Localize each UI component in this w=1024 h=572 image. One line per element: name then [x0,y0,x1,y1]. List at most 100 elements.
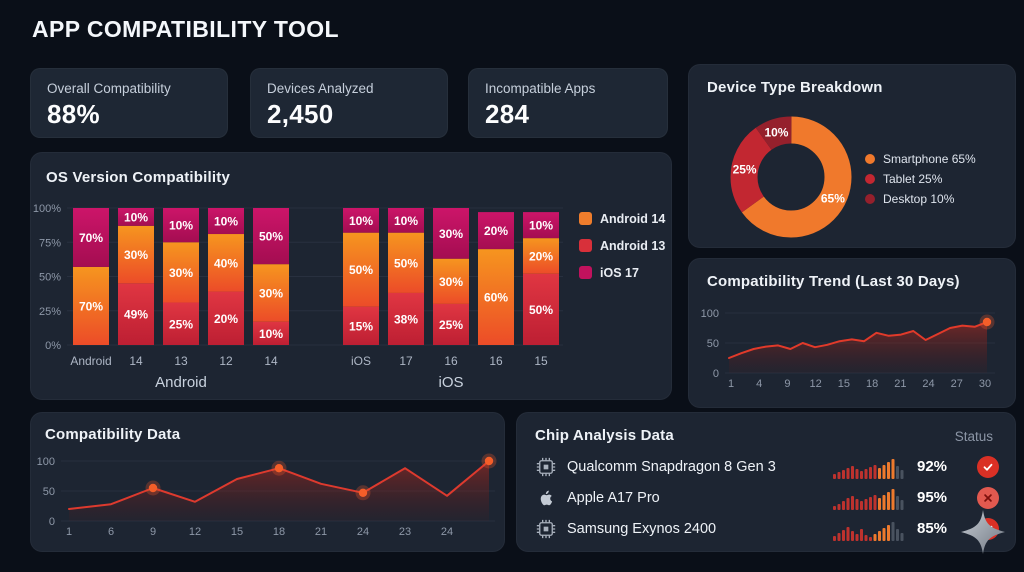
svg-text:100: 100 [701,308,719,320]
stat-value: 88% [47,99,100,129]
stat-label: Incompatible Apps [485,81,596,96]
os-chart-legend: Android 14 Android 13 iOS 17 [579,205,665,286]
svg-text:15: 15 [231,526,243,538]
chip-row-exynos[interactable]: Samsung Exynos 2400 85% [535,513,999,544]
legend-item-android-13[interactable]: Android 13 [579,232,665,259]
chip-sparkline [833,458,904,479]
legend-item-tablet[interactable]: Tablet 25% [865,169,976,189]
compatibility-trend-area-chart: 0 50 100 1 4 9 12 15 18 21 24 27 30 [689,259,1015,407]
status-check-icon[interactable] [977,517,999,540]
legend-swatch-android-14 [579,212,592,225]
stat-card-overall-compatibility: Overall Compatibility 88% [30,68,228,138]
status-check-icon[interactable] [977,455,999,478]
svg-text:0%: 0% [45,340,61,352]
device-type-breakdown-panel: Device Type Breakdown 65% 25% 10% Smartpho… [688,64,1016,248]
chip-sparkline [833,488,904,510]
chip-icon [535,456,557,478]
svg-text:iOS: iOS [351,354,371,368]
svg-text:50%: 50% [39,272,61,284]
compatibility-data-line-chart: 0 50 100 1 6 9 12 15 18 21 24 23 24 [31,413,504,551]
svg-text:30%: 30% [439,227,463,241]
svg-text:75%: 75% [39,237,61,249]
svg-text:24: 24 [922,378,934,390]
svg-text:50%: 50% [529,303,553,317]
stat-card-devices-analyzed: Devices Analyzed 2,450 [250,68,448,138]
svg-text:21: 21 [894,378,906,390]
legend-swatch-ios-17 [579,266,592,279]
legend-item-desktop[interactable]: Desktop 10% [865,189,976,209]
svg-text:21: 21 [315,526,327,538]
svg-text:65%: 65% [821,191,845,205]
legend-label: iOS 17 [600,265,639,280]
svg-text:10%: 10% [124,210,148,224]
svg-text:17: 17 [399,354,413,368]
svg-text:20%: 20% [529,249,553,263]
svg-text:20%: 20% [484,224,508,238]
svg-text:60%: 60% [484,291,508,305]
chip-row-snapdragon[interactable]: Qualcomm Snapdragon 8 Gen 3 92% [535,451,999,482]
svg-text:12: 12 [219,354,233,368]
legend-item-ios-17[interactable]: iOS 17 [579,259,665,286]
svg-text:27: 27 [951,378,963,390]
svg-text:12: 12 [189,526,201,538]
svg-text:0: 0 [713,368,719,380]
svg-text:16: 16 [489,354,503,368]
legend-label: Android 13 [600,238,666,253]
status-cross-icon[interactable] [977,486,999,509]
svg-text:50: 50 [707,338,719,350]
svg-text:10%: 10% [259,327,283,341]
chip-percentage: 92% [917,458,948,475]
svg-text:15%: 15% [349,319,373,333]
svg-text:38%: 38% [394,312,418,326]
chip-name: Apple A17 Pro [567,489,660,506]
legend-label: Tablet 25% [883,172,943,186]
chip-name: Samsung Exynos 2400 [567,520,717,537]
svg-text:0: 0 [49,516,55,528]
svg-text:100: 100 [37,456,55,468]
stat-value: 2,450 [267,99,334,129]
svg-text:25%: 25% [733,163,757,177]
svg-text:18: 18 [866,378,878,390]
svg-text:13: 13 [174,354,188,368]
compatibility-trend-panel: Compatibility Trend (Last 30 Days) 0 50 10… [688,258,1016,408]
svg-text:10%: 10% [394,214,418,228]
legend-dot-desktop [865,194,875,204]
legend-item-android-14[interactable]: Android 14 [579,205,665,232]
svg-text:50%: 50% [394,256,418,270]
svg-text:20%: 20% [214,312,238,326]
donut-legend: Smartphone 65% Tablet 25% Desktop 10% [865,149,976,209]
svg-text:10%: 10% [764,125,788,139]
svg-text:4: 4 [756,378,762,390]
svg-text:iOS: iOS [438,374,463,391]
svg-text:10%: 10% [169,219,193,233]
svg-text:14: 14 [264,354,278,368]
svg-text:9: 9 [150,526,156,538]
legend-label: Smartphone 65% [883,152,976,166]
svg-text:25%: 25% [439,318,463,332]
svg-text:49%: 49% [124,308,148,322]
stat-label: Overall Compatibility [47,81,171,96]
svg-text:Android: Android [155,374,207,391]
svg-text:25%: 25% [39,306,61,318]
chip-percentage: 85% [917,520,948,537]
legend-item-smartphone[interactable]: Smartphone 65% [865,149,976,169]
svg-text:15: 15 [838,378,850,390]
legend-label: Android 14 [600,211,666,226]
svg-text:30%: 30% [124,248,148,262]
svg-text:70%: 70% [79,299,103,313]
svg-text:9: 9 [784,378,790,390]
svg-text:50%: 50% [259,230,283,244]
chip-row-apple-a17[interactable]: Apple A17 Pro 95% [535,482,999,513]
svg-text:10%: 10% [214,215,238,229]
os-version-stacked-bar-chart: 0% 25% 50% 75% 100% 70% 70% Android 49% 30% 10% 14 2… [31,153,671,399]
panel-title: Device Type Breakdown [707,79,883,96]
svg-text:16: 16 [444,354,458,368]
compatibility-data-panel: Compatibility Data 0 50 100 1 6 9 12 15 18 21 24 23… [30,412,505,552]
svg-text:50%: 50% [349,263,373,277]
chip-icon [535,518,557,540]
svg-text:30%: 30% [259,286,283,300]
panel-title: Compatibility Trend (Last 30 Days) [707,273,960,290]
svg-text:30%: 30% [439,275,463,289]
chip-percentage: 95% [917,489,948,506]
svg-text:25%: 25% [169,317,193,331]
